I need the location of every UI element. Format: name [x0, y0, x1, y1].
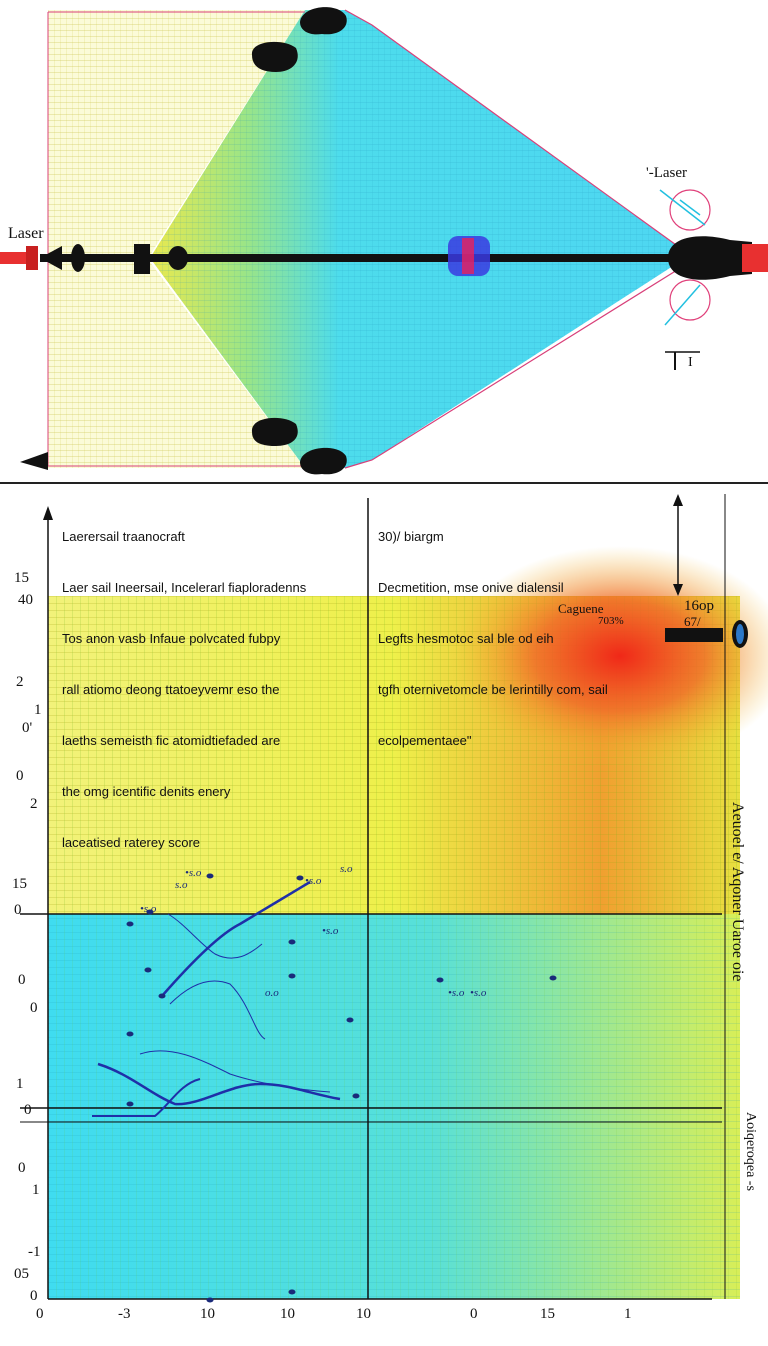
note-right-line: Legfts hesmotoc sal ble od eih: [378, 631, 554, 646]
y-tick-label: 05: [14, 1266, 29, 1282]
chart-axes: [20, 494, 726, 1300]
y-tick-label: 0: [24, 1102, 32, 1118]
trace-point: [158, 993, 166, 999]
trace-point: [126, 1101, 134, 1107]
field-map: [48, 546, 768, 1299]
point-label: s.o: [340, 863, 353, 875]
trace-line: [97, 1062, 341, 1106]
note-right-line: 30)/ biargm: [378, 529, 444, 544]
y-tick-label: 0: [18, 1160, 26, 1176]
trace-point: [549, 975, 557, 981]
laser-sail-diagram: Laser '-Laser I: [0, 0, 768, 478]
field-chart-panel: •s.o s.o •s.o •s.o o.o •s.o •s.o •s.o s.o Laerer…: [0, 482, 768, 1346]
laser-right-label: '-Laser: [646, 165, 688, 181]
x-tick-label: -3: [118, 1306, 131, 1322]
x-tick-label: 10: [356, 1306, 371, 1322]
trace-point: [146, 909, 154, 915]
point-label: •s.o: [322, 925, 339, 937]
note-left-line: laeths semeisth fic atomidtiefaded are: [62, 733, 281, 748]
y-tick-label: 1: [16, 1076, 24, 1092]
note-left-line: Laer sail Ineersail, Incelerarl fiaplora…: [62, 580, 307, 595]
trace-point: [346, 1017, 354, 1023]
point-label: •s.o: [470, 987, 487, 999]
note-left: Laerersail traanocraft Laer sail Ineersa…: [62, 494, 306, 885]
trace-point: [206, 1297, 214, 1303]
trace-point: [288, 973, 296, 979]
y-tick-label: 1: [34, 702, 42, 718]
y-tick-label: 2: [16, 674, 24, 690]
beam-diagram-canvas: [0, 7, 768, 475]
trace-point: [126, 921, 134, 927]
callout-label: 67/: [684, 614, 701, 629]
trace-point: [144, 967, 152, 973]
trace-curves: [92, 880, 341, 1117]
sail-anchors: [20, 7, 347, 475]
y-tick-label: 0: [30, 1000, 38, 1016]
point-label: o.o: [265, 987, 279, 999]
field-chart-canvas: •s.os.o •s.o•s.oo.o •s.o •s.o•s.o s.o: [20, 494, 768, 1303]
y-tick-label: 0: [14, 902, 22, 918]
right-laser-emitter: [659, 189, 768, 326]
note-right-line: ecolpementaee": [378, 733, 472, 748]
note-left-line: Tos anon vasb Infaue polvcated fubpy: [62, 631, 281, 646]
trace-line: [139, 1050, 331, 1093]
y-tick-label: 0: [30, 1288, 38, 1304]
callout-label: 16op: [684, 598, 714, 614]
x-tick-label: 10: [200, 1306, 215, 1322]
y-tick-label: 15: [12, 876, 27, 892]
trace-line: [167, 913, 263, 959]
x-tick-label: 0: [36, 1306, 44, 1322]
x-tick-label: 0: [470, 1306, 478, 1322]
sail-marker: [665, 620, 748, 648]
point-label: •s.o: [448, 987, 465, 999]
note-left-line: laceatised raterey score: [62, 835, 201, 850]
callout-label: Caguene: [558, 601, 604, 616]
x-tick-label: 15: [540, 1306, 555, 1322]
sail-axis: [40, 236, 730, 276]
note-left-line: Laerersail traanocraft: [62, 529, 185, 544]
y-tick-label: 0': [22, 720, 33, 736]
y-tick-label: 15: [14, 570, 29, 586]
note-right: 30)/ biargm Decmetition, mse onive diale…: [378, 494, 608, 783]
trace-point: [296, 875, 304, 881]
trace-line: [161, 880, 311, 997]
beam-envelope: [47, 9, 691, 469]
point-label: •s.o: [140, 903, 157, 915]
x-tick-label: 10: [280, 1306, 295, 1322]
trace-line: [169, 980, 266, 1040]
trace-point: [126, 1031, 134, 1037]
laser-left-label: Laser: [8, 225, 44, 242]
y-tick-label: 1: [32, 1182, 40, 1198]
y-tick-label: -1: [28, 1244, 41, 1260]
trace-line: [92, 1078, 201, 1117]
y-tick-label: 2: [30, 796, 38, 812]
left-laser-emitter: [0, 244, 188, 274]
scale-mark-label: I: [688, 355, 693, 370]
trace-points: •s.os.o •s.o•s.oo.o •s.o •s.o•s.o s.o: [126, 863, 557, 1303]
point-label: •s.o: [305, 875, 322, 887]
trace-point: [436, 977, 444, 983]
trace-point: [352, 1093, 360, 1099]
trace-point: [206, 873, 214, 879]
note-left-line: the omg icentific denits enery: [62, 784, 231, 799]
outer-field-lines: [48, 10, 305, 468]
y-tick-label: 0: [16, 768, 24, 784]
note-left-line: rall atiomo deong ttatoeyvemr eso the: [62, 682, 280, 697]
y-tick-label: 0: [18, 972, 26, 988]
point-label: s.o: [175, 879, 188, 891]
right-axis-label: Aoiqeroqea -s: [743, 1112, 758, 1191]
y-tick-label: 40: [18, 592, 33, 608]
callout-label: 703%: [598, 615, 624, 627]
point-label: •s.o: [185, 867, 202, 879]
scale-bar: [665, 351, 700, 370]
trace-point: [288, 939, 296, 945]
x-tick-label: 1: [624, 1306, 632, 1322]
right-axis-label: Aeuoel e/ Aqoner Uaroe oie: [729, 802, 746, 982]
note-right-line: Decmetition, mse onive dialensil: [378, 580, 564, 595]
trace-point: [288, 1289, 296, 1295]
note-right-line: tgfh oternivetomcle be lerintilly com, s…: [378, 682, 608, 697]
